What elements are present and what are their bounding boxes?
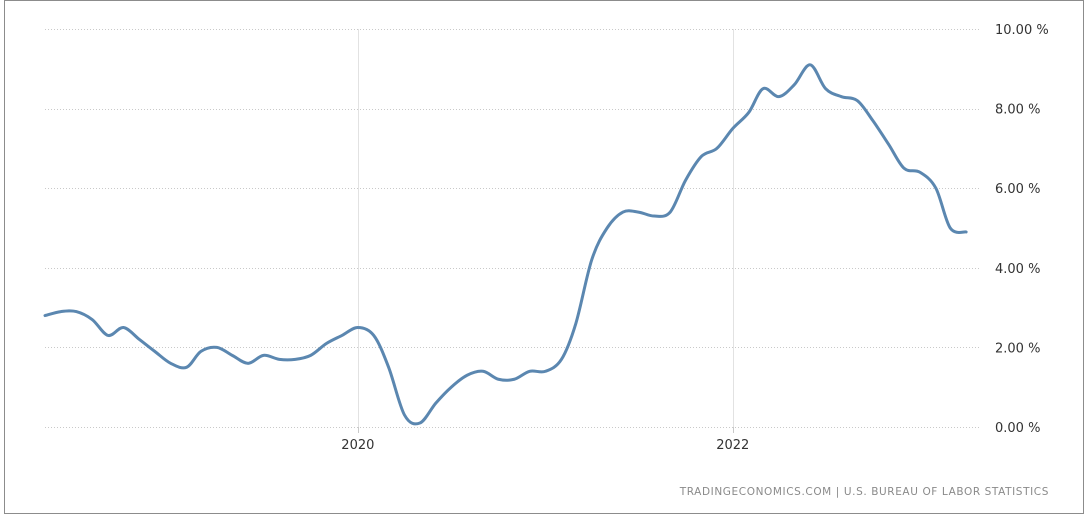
y-tick-label-4: 8.00 % <box>995 103 1040 118</box>
y-tick-label-1: 2.00 % <box>995 341 1040 356</box>
y-tick-label-3: 6.00 % <box>995 182 1040 197</box>
series-line-0 <box>43 63 968 426</box>
grid <box>45 29 981 428</box>
line-chart: 0.00 % 2.00 % 4.00 % 6.00 % 8.00 % 10.00 % 20… <box>43 23 1049 498</box>
x-tick-label-0: 2020 <box>341 438 374 453</box>
chart-frame: 0.00 % 2.00 % 4.00 % 6.00 % 8.00 % 10.00 % 20… <box>4 0 1084 514</box>
x-axis-ticks: 2020 2022 <box>341 427 749 453</box>
series-layer <box>43 63 968 426</box>
y-tick-label-5: 10.00 % <box>995 23 1049 38</box>
y-tick-label-0: 0.00 % <box>995 421 1040 436</box>
x-tick-label-1: 2022 <box>716 438 749 453</box>
y-tick-label-2: 4.00 % <box>995 262 1040 277</box>
y-axis-ticks: 0.00 % 2.00 % 4.00 % 6.00 % 8.00 % 10.00 % <box>995 23 1049 436</box>
source-credit: TRADINGECONOMICS.COM | U.S. BUREAU OF LA… <box>679 486 1049 498</box>
